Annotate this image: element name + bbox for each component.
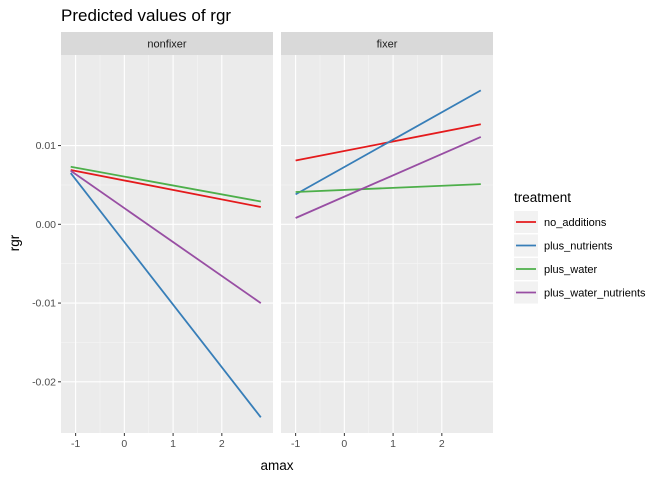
facet-strip-label: fixer — [377, 39, 398, 51]
chart-title: Predicted values of rgr — [61, 6, 231, 25]
series-line-plus_water_nutrients — [295, 136, 482, 219]
legend-label-plus_water: plus_water — [544, 264, 598, 276]
y-axis-title: rgr — [7, 234, 22, 251]
x-tick-label: 0 — [341, 438, 347, 450]
x-tick-label: 0 — [121, 438, 127, 450]
y-tick-label: -0.02 — [32, 376, 56, 388]
panel-background — [281, 55, 493, 433]
y-tick-label: 0.00 — [36, 219, 57, 231]
legend-label-plus_nutrients: plus_nutrients — [544, 241, 613, 253]
facet-strip-label: nonfixer — [147, 39, 186, 51]
facet-panel-fixer: fixer — [281, 32, 493, 433]
legend-label-no_additions: no_additions — [544, 217, 607, 229]
x-tick-label: 1 — [170, 438, 176, 450]
x-tick-label: 1 — [390, 438, 396, 450]
series-line-plus_nutrients — [295, 89, 482, 196]
x-axis-title: amax — [260, 458, 293, 473]
y-axis-ticks: -0.02 -0.01 0.00 0.01 — [32, 140, 61, 388]
facet-panel-nonfixer: nonfixer — [61, 32, 273, 433]
series-line-plus_nutrients — [69, 172, 262, 418]
facet-panels: nonfixer fixer — [61, 32, 493, 433]
legend: treatment no_additions plus_nutrientsplus… — [514, 190, 646, 304]
facet-strip — [281, 32, 493, 55]
panel-background — [61, 55, 273, 433]
x-tick-label: 2 — [439, 438, 445, 450]
series-line-plus_water_nutrients — [70, 170, 262, 304]
legend-title: treatment — [514, 190, 571, 205]
y-tick-label: -0.01 — [32, 298, 56, 310]
y-tick-label: 0.01 — [36, 140, 57, 152]
series-line-no_additions — [70, 169, 261, 208]
x-tick-label: 2 — [219, 438, 225, 450]
x-axis-ticks: -1 0 1 2 -1 0 1 2 — [71, 433, 445, 450]
facet-strip — [61, 32, 273, 55]
legend-label-plus_water_nutrients: plus_water_nutrients — [544, 288, 646, 300]
x-tick-label: -1 — [71, 438, 80, 450]
series-line-plus_water — [70, 165, 261, 203]
x-tick-label: -1 — [291, 438, 300, 450]
series-line-plus_water — [295, 183, 481, 193]
